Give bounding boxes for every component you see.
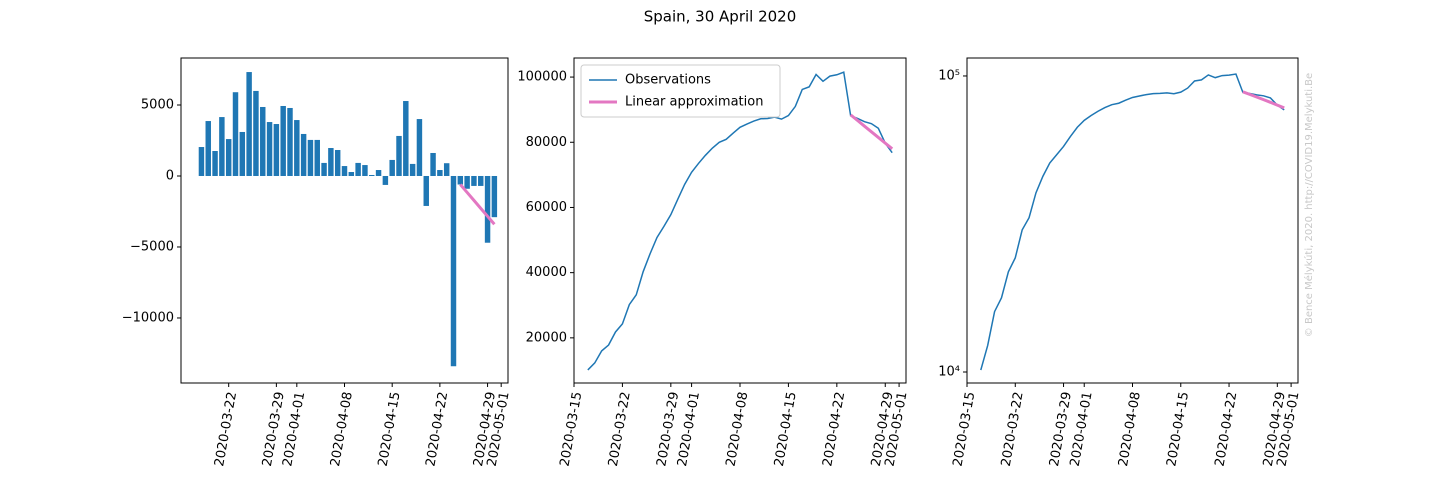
bar [457,175,464,185]
bar [232,92,239,176]
linear-approximation-line [1242,90,1285,110]
bar [266,122,273,176]
axes-frame [180,57,509,384]
bar [300,133,307,176]
bar [464,175,470,189]
legend-box [580,64,781,118]
bar [396,135,402,176]
observations-line [587,71,893,371]
bar [362,165,368,176]
bar [334,150,341,176]
bar [471,175,477,186]
figure-title: Spain, 30 April 2020 [644,8,797,26]
bar [253,90,259,176]
bar [239,131,246,176]
bar [430,152,436,176]
y-tick-label: −5000 [130,239,174,254]
bar [307,139,314,176]
bar [294,120,300,176]
y-tick-label: 40000 [526,265,567,280]
bar [437,170,443,176]
legend-label: Linear approximation [625,95,763,110]
bar [369,174,375,176]
bar [205,121,211,176]
bar [484,175,491,243]
credit: © Bence Mélykúti, 2020. http://COVID19.M… [1303,73,1315,337]
bar [348,172,355,176]
y-tick-label: 100000 [517,70,567,85]
bar [198,147,205,176]
bar [478,175,484,186]
bar [273,124,280,176]
y-tick-label: 60000 [526,200,567,215]
y-tick-label: 10⁴ [938,365,960,380]
observations-line [980,73,1285,371]
bar [219,117,225,176]
bar [212,150,218,176]
bar [328,148,334,176]
y-tick-label: 0 [166,168,174,183]
legend-label: Observations [625,73,711,88]
bar [450,175,457,367]
axes-frame [573,57,907,384]
bar [423,175,429,206]
bar [443,163,450,176]
y-tick-label: 5000 [141,97,174,112]
bar [409,163,416,176]
y-tick-label: 10⁵ [938,68,960,83]
y-tick-label: 80000 [526,135,567,150]
bar [314,139,320,176]
bar [355,162,361,176]
bar [280,105,286,176]
axes-frame [966,57,1299,384]
y-tick-label: 20000 [526,330,567,345]
bar [382,175,389,185]
bar [416,119,423,176]
bar [246,72,252,176]
linear-approximation-line [849,113,894,150]
linear-approximation-line [459,183,496,226]
bar [403,101,409,176]
bar [341,166,348,176]
bar [375,170,382,176]
bar [321,162,327,176]
bar [260,106,266,176]
y-tick-label: −10000 [122,310,174,325]
bar [491,175,498,218]
bar [225,139,232,176]
bar [287,107,293,176]
bar [389,159,395,176]
